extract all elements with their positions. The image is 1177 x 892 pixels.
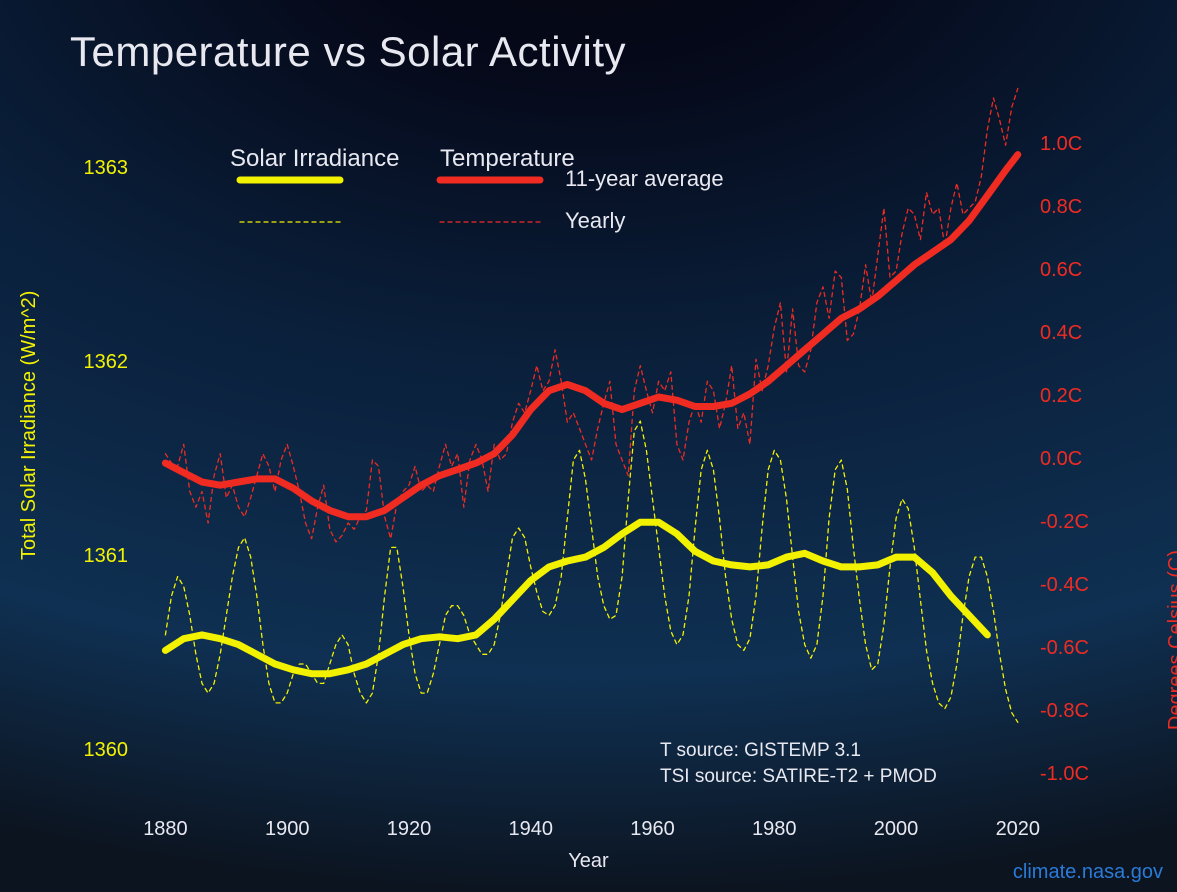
y-right-tick: -0.4C xyxy=(1040,574,1089,597)
y-right-tick: -0.6C xyxy=(1040,637,1089,660)
plot-svg xyxy=(0,0,1177,892)
y-right-tick: -1.0C xyxy=(1040,763,1089,786)
legend-col-temp: Temperature xyxy=(440,145,575,173)
legend-row-avg: 11-year average xyxy=(565,166,724,192)
x-tick: 1920 xyxy=(387,818,432,841)
y-left-tick: 1363 xyxy=(84,157,129,180)
y-right-tick: 0.6C xyxy=(1040,259,1082,282)
x-tick: 1960 xyxy=(630,818,675,841)
series-solar-avg xyxy=(165,522,987,674)
y-left-tick: 1362 xyxy=(84,351,129,374)
y-right-tick: -0.8C xyxy=(1040,700,1089,723)
x-tick: 1980 xyxy=(752,818,797,841)
y-right-tick: -0.2C xyxy=(1040,511,1089,534)
legend-col-solar: Solar Irradiance xyxy=(230,145,399,173)
x-tick: 2020 xyxy=(996,818,1041,841)
y-right-tick: 0.8C xyxy=(1040,196,1082,219)
y-right-tick: 0.2C xyxy=(1040,385,1082,408)
source-temperature: T source: GISTEMP 3.1 xyxy=(660,740,861,762)
y-right-tick: 0.0C xyxy=(1040,448,1082,471)
x-tick: 1940 xyxy=(508,818,553,841)
attribution-link[interactable]: climate.nasa.gov xyxy=(1013,861,1163,884)
x-tick: 2000 xyxy=(874,818,919,841)
legend-row-yearly: Yearly xyxy=(565,208,625,234)
chart-root: Temperature vs Solar Activity Total Sola… xyxy=(0,0,1177,892)
y-left-tick: 1361 xyxy=(84,545,129,568)
series-solar-yearly xyxy=(165,421,1017,722)
y-right-tick: 0.4C xyxy=(1040,322,1082,345)
y-right-tick: 1.0C xyxy=(1040,133,1082,156)
x-tick: 1900 xyxy=(265,818,310,841)
x-tick: 1880 xyxy=(143,818,188,841)
y-left-tick: 1360 xyxy=(84,739,129,762)
source-solar: TSI source: SATIRE-T2 + PMOD xyxy=(660,766,937,788)
